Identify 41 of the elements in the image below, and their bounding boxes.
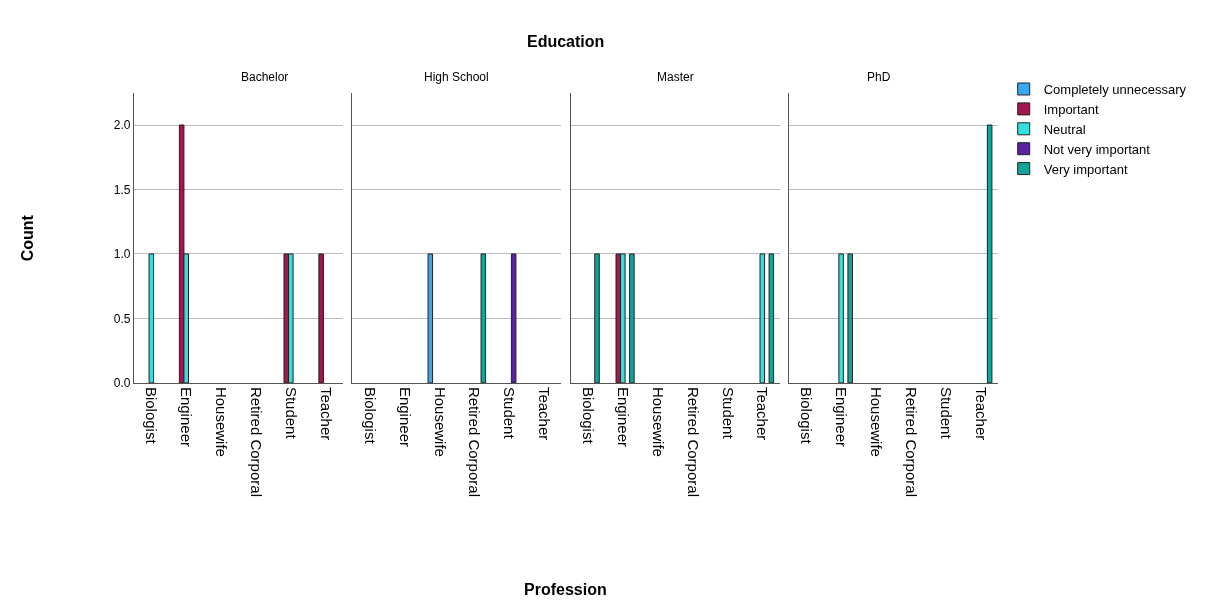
x-tick-label: Student <box>501 386 519 440</box>
x-tick-label: Teacher <box>317 386 335 441</box>
x-tick-label: Housewife <box>213 386 231 457</box>
legend-label: Not very important <box>1043 141 1151 157</box>
x-tick-label: Biologist <box>580 386 598 445</box>
chart-subtitle: High School <box>424 70 489 84</box>
x-tick-label: Retired Corporal <box>466 386 484 497</box>
x-tick-label: Biologist <box>798 386 816 445</box>
y-tick-label: 1.5 <box>113 182 131 197</box>
y-tick-label: 0.5 <box>113 311 131 326</box>
x-tick-label: Engineer <box>833 386 851 447</box>
legend-label: Completely unnecessary <box>1043 82 1187 98</box>
legend-label: Very important <box>1043 161 1128 177</box>
y-tick-label: 0.0 <box>113 376 131 391</box>
x-tick-label: Retired Corporal <box>684 386 702 497</box>
x-tick-label: Engineer <box>178 386 196 447</box>
legend-label: Important <box>1043 101 1100 117</box>
x-tick-label: Housewife <box>649 386 667 457</box>
x-tick-label: Retired Corporal <box>902 386 920 497</box>
x-tick-label: Housewife <box>431 386 449 457</box>
x-tick-label: Biologist <box>361 386 379 445</box>
y-axis-title: Count <box>18 214 36 262</box>
chart-subtitle: Bachelor <box>241 70 289 84</box>
x-tick-label: Teacher <box>536 386 554 441</box>
x-tick-label: Teacher <box>972 386 990 441</box>
x-tick-label: Housewife <box>868 386 886 457</box>
legend-label: Neutral <box>1043 121 1086 137</box>
y-tick-label: 1.0 <box>113 247 131 262</box>
chart-subtitle: Master <box>657 70 694 84</box>
x-tick-label: Biologist <box>143 386 161 445</box>
x-tick-label: Student <box>937 386 955 440</box>
x-tick-label: Retired Corporal <box>248 386 266 497</box>
x-tick-label: Student <box>719 386 737 440</box>
x-tick-label: Engineer <box>614 386 632 447</box>
x-tick-label: Engineer <box>396 386 414 447</box>
text: Education <box>527 33 605 50</box>
x-tick-label: Student <box>282 386 300 440</box>
chart-subtitle: PhD <box>867 70 891 84</box>
x-tick-label: Teacher <box>754 386 772 441</box>
y-tick-label: 2.0 <box>113 118 131 133</box>
text: Profession <box>524 581 607 598</box>
